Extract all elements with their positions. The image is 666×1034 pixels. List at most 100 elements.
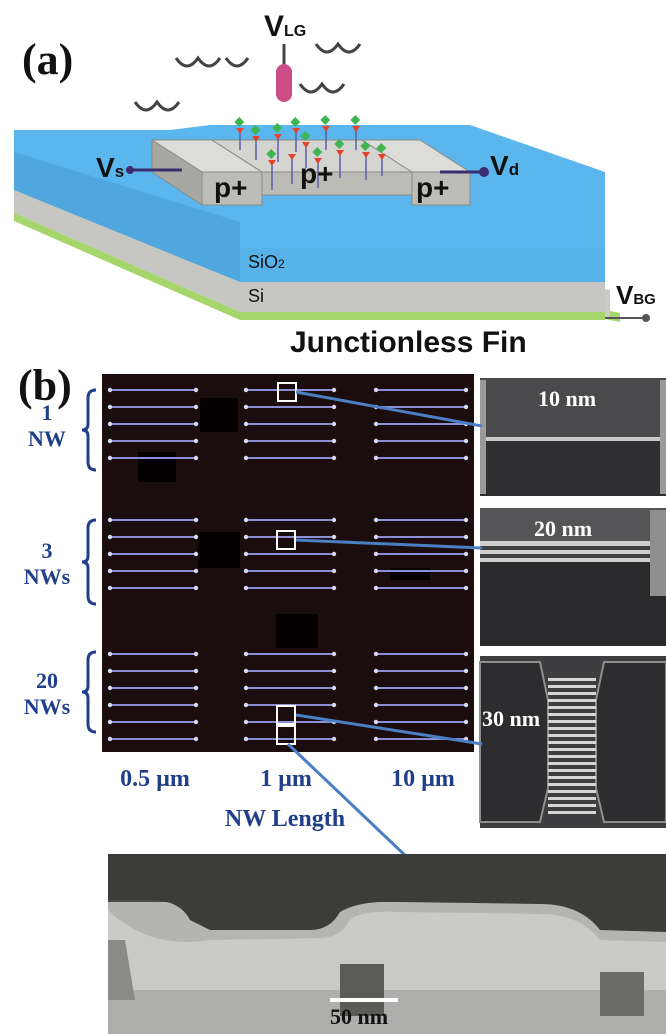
sio2-side-face <box>14 152 240 282</box>
contact-pad <box>193 685 199 691</box>
contact-pad <box>463 387 469 393</box>
sem-nanowire-stripe <box>548 755 596 758</box>
green-front-edge <box>240 312 605 320</box>
sem-nanowire-stripe <box>548 769 596 772</box>
contact-pad <box>243 421 249 427</box>
contact-pad <box>243 534 249 540</box>
contact-pad <box>331 685 337 691</box>
sem-nanowire-stripe <box>548 804 596 807</box>
contact-pad <box>243 585 249 591</box>
contact-pad <box>331 736 337 742</box>
contact-pad <box>193 736 199 742</box>
contact-pad <box>193 387 199 393</box>
contact-pad <box>463 551 469 557</box>
contact-pad <box>193 568 199 574</box>
contact-pad <box>107 685 113 691</box>
contact-pad <box>331 534 337 540</box>
sem-nanowire-stripe <box>548 713 596 716</box>
sem-scale-20nm: 20 nm <box>534 516 593 541</box>
contact-pad <box>463 702 469 708</box>
contact-pad <box>107 551 113 557</box>
contact-pad <box>107 585 113 591</box>
contact-pad <box>373 438 379 444</box>
contact-pad <box>107 668 113 674</box>
sem-nanowire-stripe <box>548 748 596 751</box>
contact-pad <box>107 651 113 657</box>
contact-pad <box>193 438 199 444</box>
contact-pad <box>373 517 379 523</box>
vs-terminal <box>126 166 134 174</box>
sem-scale-30nm: 30 nm <box>482 706 541 731</box>
contact-pad <box>331 387 337 393</box>
length-label-1um: 1 µm <box>260 766 312 792</box>
contact-pad <box>373 736 379 742</box>
wafer-image <box>102 374 474 752</box>
contact-pad <box>107 702 113 708</box>
contact-pad <box>243 551 249 557</box>
contact-pad <box>373 551 379 557</box>
left-block-side <box>151 139 203 206</box>
contact-pad <box>463 455 469 461</box>
contact-pad <box>193 421 199 427</box>
contact-pad <box>243 387 249 393</box>
contact-pad <box>331 421 337 427</box>
contact-pad <box>243 517 249 523</box>
contact-pad <box>331 585 337 591</box>
contact-pad <box>193 719 199 725</box>
contact-pad <box>107 455 113 461</box>
contact-pad <box>463 719 469 725</box>
contact-pad <box>331 455 337 461</box>
highlight-box <box>276 725 296 745</box>
contact-pad <box>463 517 469 523</box>
contact-pad <box>463 568 469 574</box>
vs-label: Vs <box>96 152 125 183</box>
panel-a-label: (a) <box>22 35 74 84</box>
contact-pad <box>107 404 113 410</box>
sem-nanowire-stripe <box>548 790 596 793</box>
sem-nanowire-stripe <box>548 797 596 800</box>
row-label-3nws: 3 NWs <box>23 538 71 589</box>
contact-pad <box>243 736 249 742</box>
contact-pad <box>243 651 249 657</box>
green-side-edge <box>14 213 240 320</box>
contact-pad <box>331 438 337 444</box>
si-front-face <box>240 282 605 312</box>
contact-pad <box>107 517 113 523</box>
axis-label-nw-length: NW Length <box>224 806 346 832</box>
contact-pad <box>373 455 379 461</box>
contact-pad <box>331 651 337 657</box>
dark-patch <box>198 532 240 568</box>
contact-pad <box>107 421 113 427</box>
liquid-gate-electrode <box>276 64 292 102</box>
contact-pad <box>463 585 469 591</box>
contact-pad <box>331 404 337 410</box>
contact-pad <box>107 736 113 742</box>
contact-pad <box>193 517 199 523</box>
contact-pad <box>373 685 379 691</box>
contact-pad <box>243 719 249 725</box>
receptor-heads <box>236 126 386 166</box>
si-label: Si <box>248 286 265 306</box>
contact-pad <box>373 534 379 540</box>
sem-nanowire-stripe <box>548 783 596 786</box>
contact-pad <box>331 668 337 674</box>
length-label-10um: 10 µm <box>391 766 455 792</box>
contact-pad <box>107 534 113 540</box>
contact-pad <box>243 685 249 691</box>
sem-nanowire-stripe <box>548 685 596 688</box>
highlight-box <box>276 530 296 550</box>
length-label-0-5um: 0.5 µm <box>120 766 190 792</box>
row-brackets <box>81 388 97 734</box>
contact-pad <box>463 668 469 674</box>
sem-nanowire-stripe <box>548 762 596 765</box>
sem-nanowire-stripe <box>548 734 596 737</box>
contact-pad <box>331 551 337 557</box>
contact-pad <box>193 551 199 557</box>
contact-pad <box>373 568 379 574</box>
tem-nanowire <box>600 972 644 1016</box>
sio2-front-face <box>240 248 605 282</box>
contact-pad <box>373 387 379 393</box>
contact-pad <box>243 568 249 574</box>
dark-patch <box>390 568 430 580</box>
dark-patch <box>276 614 318 648</box>
